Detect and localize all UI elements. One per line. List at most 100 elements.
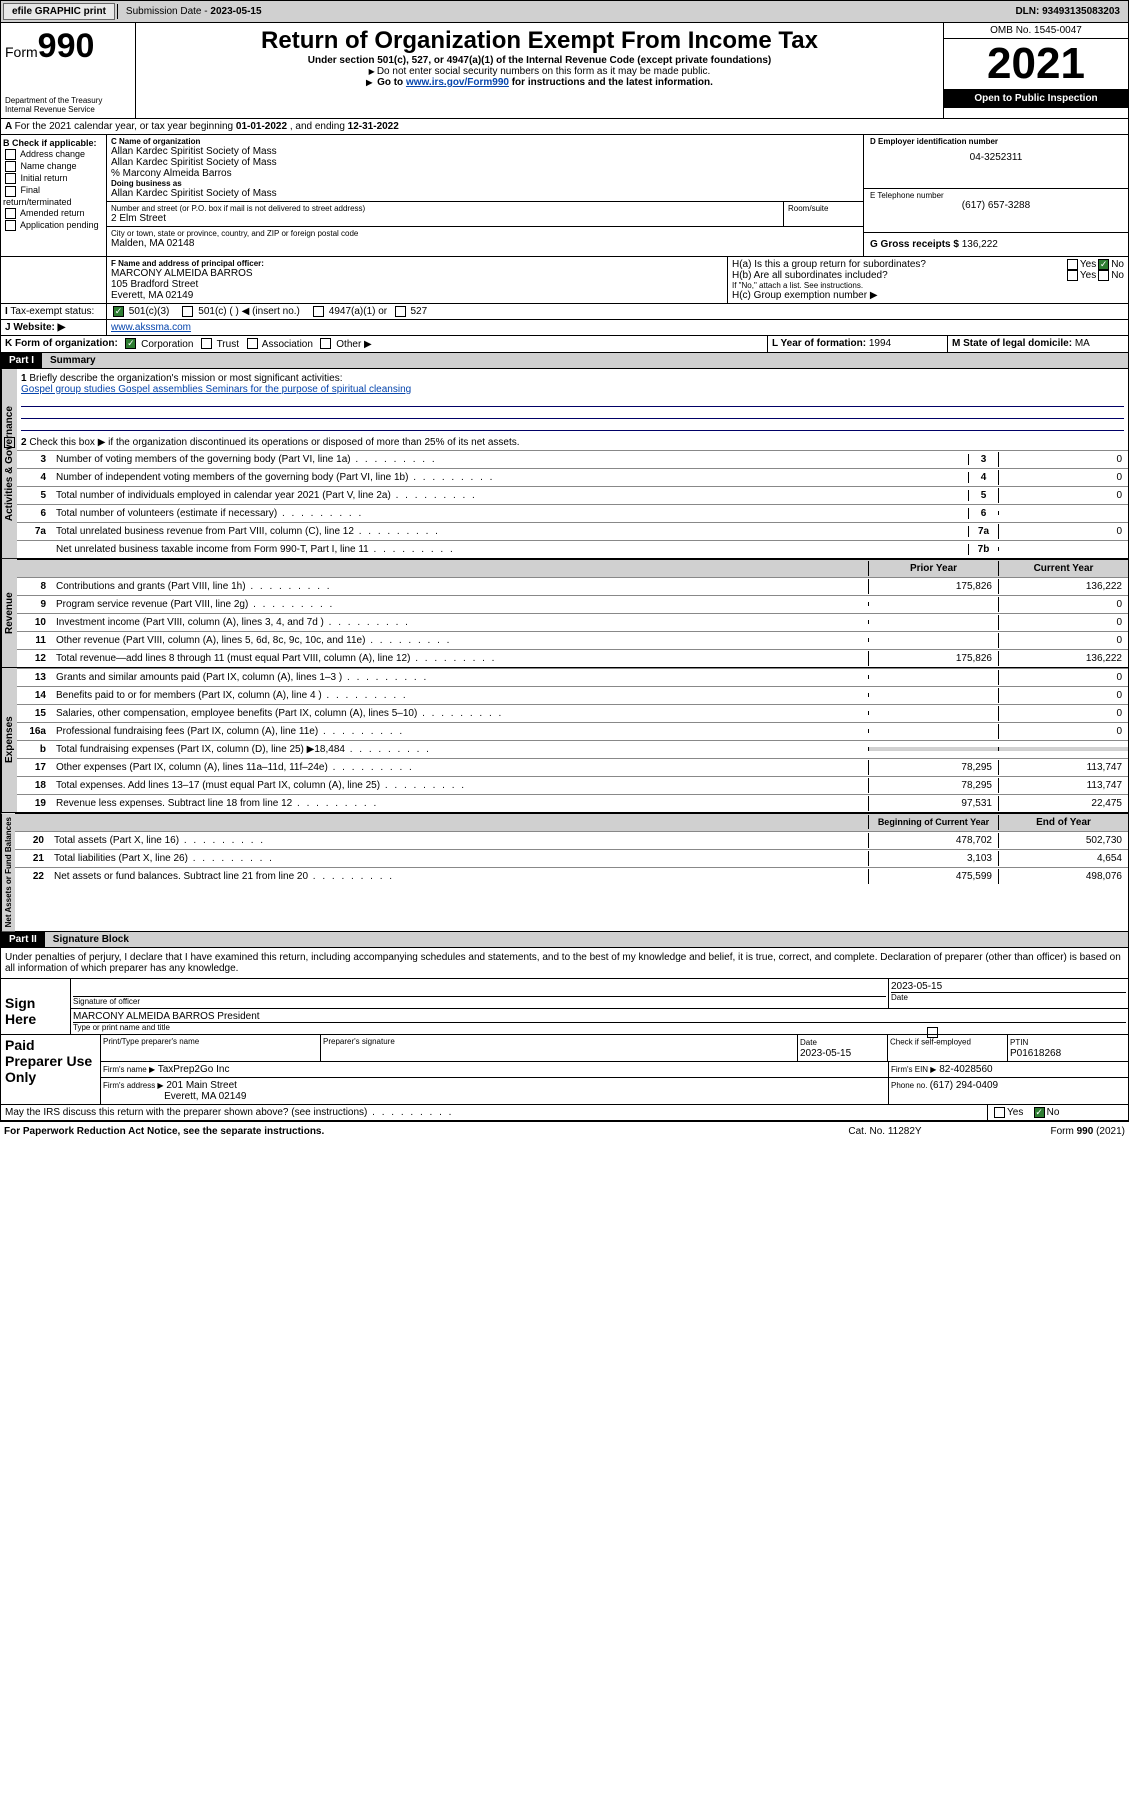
discuss-yes[interactable]: Yes <box>992 1107 1023 1118</box>
mission-text[interactable]: Gospel group studies Gospel assemblies S… <box>21 384 411 395</box>
k-corp[interactable]: Corporation <box>123 339 193 350</box>
part2-header: Part II Signature Block <box>0 932 1129 948</box>
opt-501c[interactable]: 501(c) ( ) ◀ (insert no.) <box>180 306 299 317</box>
table-row: 3Number of voting members of the governi… <box>17 450 1128 468</box>
section-deg: D Employer identification number 04-3252… <box>863 135 1128 256</box>
klm-row: K Form of organization: Corporation Trus… <box>0 336 1129 352</box>
footer: For Paperwork Reduction Act Notice, see … <box>0 1121 1129 1141</box>
declaration: Under penalties of perjury, I declare th… <box>0 948 1129 979</box>
section-h: H(a) Is this a group return for subordin… <box>728 257 1128 303</box>
ha-no[interactable]: No <box>1096 259 1124 270</box>
check-initial[interactable]: Initial return <box>3 173 104 184</box>
table-row: 8Contributions and grants (Part VIII, li… <box>17 577 1128 595</box>
entity-block: B Check if applicable: Address change Na… <box>0 135 1129 257</box>
table-row: 18Total expenses. Add lines 13–17 (must … <box>17 776 1128 794</box>
net-label: Net Assets or Fund Balances <box>1 813 15 931</box>
opt-501c3[interactable]: 501(c)(3) <box>111 306 169 317</box>
section-k: K Form of organization: Corporation Trus… <box>1 336 768 351</box>
header-mid: Return of Organization Exempt From Incom… <box>136 23 943 118</box>
section-m: M State of legal domicile: MA <box>948 336 1128 351</box>
table-row: Net unrelated business taxable income fr… <box>17 540 1128 558</box>
street-address: 2 Elm Street <box>111 213 779 224</box>
org-name-1: Allan Kardec Spiritist Society of Mass <box>111 146 859 157</box>
table-row: 16aProfessional fundraising fees (Part I… <box>17 722 1128 740</box>
firm-phone: (617) 294-0409 <box>930 1080 998 1091</box>
table-row: 6Total number of volunteers (estimate if… <box>17 504 1128 522</box>
rev-block: Revenue Prior Year Current Year 8Contrib… <box>0 559 1129 668</box>
table-row: 14Benefits paid to or for members (Part … <box>17 686 1128 704</box>
gross-receipts: 136,222 <box>962 239 998 250</box>
table-row: 5Total number of individuals employed in… <box>17 486 1128 504</box>
telephone: (617) 657-3288 <box>870 200 1122 211</box>
table-row: 21Total liabilities (Part X, line 26)3,1… <box>15 849 1128 867</box>
table-row: 15Salaries, other compensation, employee… <box>17 704 1128 722</box>
hb-yes[interactable]: Yes <box>1065 270 1096 281</box>
section-l: L Year of formation: 1994 <box>768 336 948 351</box>
discuss-no[interactable]: No <box>1032 1107 1060 1118</box>
submission-date: Submission Date - 2023-05-15 <box>117 4 270 19</box>
subtitle-2: Do not enter social security numbers on … <box>140 66 939 77</box>
tax-exempt-row: I Tax-exempt status: 501(c)(3) 501(c) ( … <box>0 304 1129 320</box>
check-final[interactable]: Final return/terminated <box>3 185 104 206</box>
room-suite: Room/suite <box>783 202 863 226</box>
irs-link[interactable]: www.irs.gov/Form990 <box>406 77 509 88</box>
officer-name: MARCONY ALMEIDA BARROS <box>111 268 723 279</box>
section-f: F Name and address of principal officer:… <box>107 257 728 303</box>
k-assoc[interactable]: Association <box>245 339 313 350</box>
dln: DLN: 93493135083203 <box>1007 4 1128 19</box>
line2-checkbox[interactable] <box>4 437 15 448</box>
table-row: bTotal fundraising expenses (Part IX, co… <box>17 740 1128 758</box>
header-left: Form990 Department of the Treasury Inter… <box>1 23 136 118</box>
section-c: C Name of organization Allan Kardec Spir… <box>107 135 863 256</box>
ein: 04-3252311 <box>870 152 1122 163</box>
firm-ein: 82-4028560 <box>939 1064 992 1075</box>
subtitle-3: Go to www.irs.gov/Form990 for instructio… <box>140 77 939 88</box>
sig-date: 2023-05-15 <box>891 981 1126 993</box>
check-name[interactable]: Name change <box>3 161 104 172</box>
ptin: P01618268 <box>1010 1048 1061 1059</box>
tax-year: 2021 <box>944 38 1128 89</box>
exp-block: Expenses 13Grants and similar amounts pa… <box>0 668 1129 813</box>
opt-527[interactable]: 527 <box>393 306 427 317</box>
table-row: 19Revenue less expenses. Subtract line 1… <box>17 794 1128 812</box>
opt-4947[interactable]: 4947(a)(1) or <box>311 306 387 317</box>
net-block: Net Assets or Fund Balances Beginning of… <box>0 813 1129 932</box>
org-name-2: Allan Kardec Spiritist Society of Mass <box>111 157 859 168</box>
check-address[interactable]: Address change <box>3 149 104 160</box>
efile-print-button[interactable]: efile GRAPHIC print <box>3 3 115 20</box>
table-row: 4Number of independent voting members of… <box>17 468 1128 486</box>
care-of: % Marcony Almeida Barros <box>111 168 859 179</box>
check-amended[interactable]: Amended return <box>3 208 104 219</box>
header-right: OMB No. 1545-0047 2021 Open to Public In… <box>943 23 1128 118</box>
dept-treasury: Department of the Treasury Internal Reve… <box>5 96 131 114</box>
sign-here-block: Sign Here Signature of officer 2023-05-1… <box>0 979 1129 1035</box>
table-row: 7aTotal unrelated business revenue from … <box>17 522 1128 540</box>
table-row: 12Total revenue—add lines 8 through 11 (… <box>17 649 1128 667</box>
table-row: 17Other expenses (Part IX, column (A), l… <box>17 758 1128 776</box>
city-state-zip: Malden, MA 02148 <box>111 238 859 249</box>
k-other[interactable]: Other ▶ <box>318 339 371 350</box>
k-trust[interactable]: Trust <box>199 339 239 350</box>
table-row: 9Program service revenue (Part VIII, lin… <box>17 595 1128 613</box>
table-row: 13Grants and similar amounts paid (Part … <box>17 668 1128 686</box>
table-row: 10Investment income (Part VIII, column (… <box>17 613 1128 631</box>
officer-group-row: F Name and address of principal officer:… <box>0 257 1129 304</box>
website-link[interactable]: www.akssma.com <box>111 322 191 333</box>
form-number: Form990 <box>5 27 131 66</box>
self-employed-checkbox[interactable] <box>927 1027 938 1038</box>
form-header: Form990 Department of the Treasury Inter… <box>0 23 1129 119</box>
check-pending[interactable]: Application pending <box>3 220 104 231</box>
ha-yes[interactable]: Yes <box>1065 259 1096 270</box>
exp-label: Expenses <box>1 668 17 812</box>
subtitle-1: Under section 501(c), 527, or 4947(a)(1)… <box>140 55 939 66</box>
topbar: efile GRAPHIC print Submission Date - 20… <box>0 0 1129 23</box>
gov-label: Activities & Governance <box>1 369 17 558</box>
period-row: A For the 2021 calendar year, or tax yea… <box>0 119 1129 135</box>
section-b: B Check if applicable: Address change Na… <box>1 135 107 256</box>
hb-no[interactable]: No <box>1096 270 1124 281</box>
table-row: 22Net assets or fund balances. Subtract … <box>15 867 1128 885</box>
open-public: Open to Public Inspection <box>944 89 1128 108</box>
gov-block: Activities & Governance 1 Briefly descri… <box>0 369 1129 559</box>
rev-label: Revenue <box>1 559 17 667</box>
table-row: 11Other revenue (Part VIII, column (A), … <box>17 631 1128 649</box>
